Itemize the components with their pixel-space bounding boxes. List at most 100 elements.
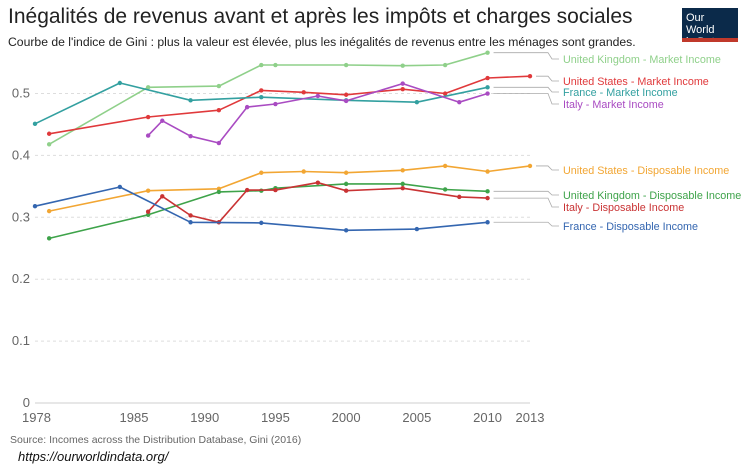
label-connector	[493, 93, 559, 105]
label-connector	[493, 197, 559, 208]
label-connector	[493, 221, 559, 227]
data-point	[414, 99, 420, 105]
data-point	[485, 91, 490, 96]
data-point	[343, 98, 349, 104]
data-point	[216, 83, 222, 89]
data-point	[400, 81, 405, 86]
series-label: United States - Disposable Income	[563, 165, 729, 177]
data-point	[301, 90, 306, 95]
data-point	[442, 62, 448, 68]
chart-title: Inégalités de revenus avant et après les…	[8, 5, 633, 28]
data-point	[259, 95, 264, 100]
y-tick-label: 0.3	[12, 209, 30, 224]
data-point	[216, 140, 222, 146]
data-point	[188, 220, 193, 225]
data-point	[343, 92, 349, 97]
data-point	[145, 114, 151, 120]
y-axis-ticks: 0 0.1 0.2 0.3 0.4 0.5	[12, 86, 30, 410]
data-point	[414, 226, 420, 232]
data-point	[400, 168, 405, 173]
label-connector	[493, 190, 559, 196]
series-label: Italy - Disposable Income	[563, 202, 684, 214]
data-point	[343, 62, 349, 68]
data-point	[442, 163, 448, 169]
x-tick-label: 2010	[473, 410, 502, 425]
label-connector	[493, 52, 559, 60]
data-point	[117, 80, 123, 86]
data-point	[273, 187, 278, 193]
data-point	[244, 104, 250, 110]
data-point	[442, 187, 448, 192]
data-point	[485, 220, 490, 225]
series-line	[48, 165, 531, 212]
series-label: United Kingdom - Market Income	[563, 54, 721, 66]
data-point	[273, 62, 278, 68]
y-tick-label: 0.4	[12, 147, 30, 162]
y-tick-label: 0	[23, 395, 30, 410]
data-point	[259, 220, 264, 226]
data-point	[145, 188, 151, 193]
series-label: United Kingdom - Disposable Income	[563, 190, 741, 202]
x-axis-ticks: 1978 1985 1990 1995 2000 2005 2010 2013	[22, 410, 544, 425]
y-tick-label: 0.1	[12, 333, 30, 348]
series-label: Italy - Market Income	[563, 99, 664, 111]
data-point	[117, 184, 123, 190]
data-point	[485, 85, 490, 90]
data-point	[216, 186, 222, 192]
data-point	[400, 63, 405, 68]
label-connector	[536, 75, 559, 82]
data-point	[343, 170, 349, 175]
data-point	[485, 169, 490, 174]
data-point	[442, 91, 448, 96]
data-point	[145, 209, 151, 214]
data-point	[400, 181, 405, 187]
x-tick-label: 2013	[516, 410, 545, 425]
data-point	[216, 189, 222, 195]
data-point	[485, 189, 490, 194]
data-point	[145, 212, 151, 218]
y-tick-label: 0.2	[12, 271, 30, 286]
data-point	[259, 88, 264, 93]
data-point	[188, 213, 193, 218]
data-point	[343, 188, 349, 193]
series-lines	[32, 50, 533, 241]
data-point	[400, 86, 405, 92]
data-point	[485, 50, 490, 55]
chart-subtitle: Courbe de l'indice de Gini : plus la val…	[8, 35, 636, 49]
data-point	[46, 208, 52, 214]
x-tick-label: 1985	[120, 410, 149, 425]
data-point	[315, 180, 321, 185]
data-point	[457, 194, 462, 200]
owid-logo[interactable]: Our World in Data	[682, 8, 738, 48]
data-point	[244, 187, 250, 193]
x-tick-label: 2005	[402, 410, 431, 425]
data-point	[46, 236, 52, 241]
series-line	[48, 183, 488, 240]
series-labels: United Kingdom - Market Income United Sta…	[493, 52, 741, 233]
x-tick-label: 1978	[22, 410, 51, 425]
data-point	[273, 101, 278, 107]
data-point	[32, 121, 38, 127]
source-note: Source: Incomes across the Distribution …	[10, 434, 302, 446]
data-point	[527, 73, 533, 79]
data-point	[32, 203, 38, 209]
series-label: France - Disposable Income	[563, 221, 698, 233]
x-tick-label: 1990	[190, 410, 219, 425]
series-label: France - Market Income	[563, 87, 678, 99]
data-point	[145, 133, 151, 138]
data-point	[145, 85, 151, 90]
data-point	[400, 186, 405, 191]
data-point	[259, 170, 264, 175]
grid-lines	[35, 93, 530, 404]
data-point	[216, 108, 222, 113]
data-point	[315, 93, 321, 99]
data-point	[485, 75, 490, 81]
data-point	[259, 62, 264, 68]
data-point	[46, 131, 52, 136]
data-point	[160, 118, 165, 123]
source-url[interactable]: https://ourworldindata.org/	[18, 449, 169, 464]
data-point	[301, 169, 306, 174]
data-point	[527, 163, 533, 169]
series-line	[48, 51, 488, 145]
